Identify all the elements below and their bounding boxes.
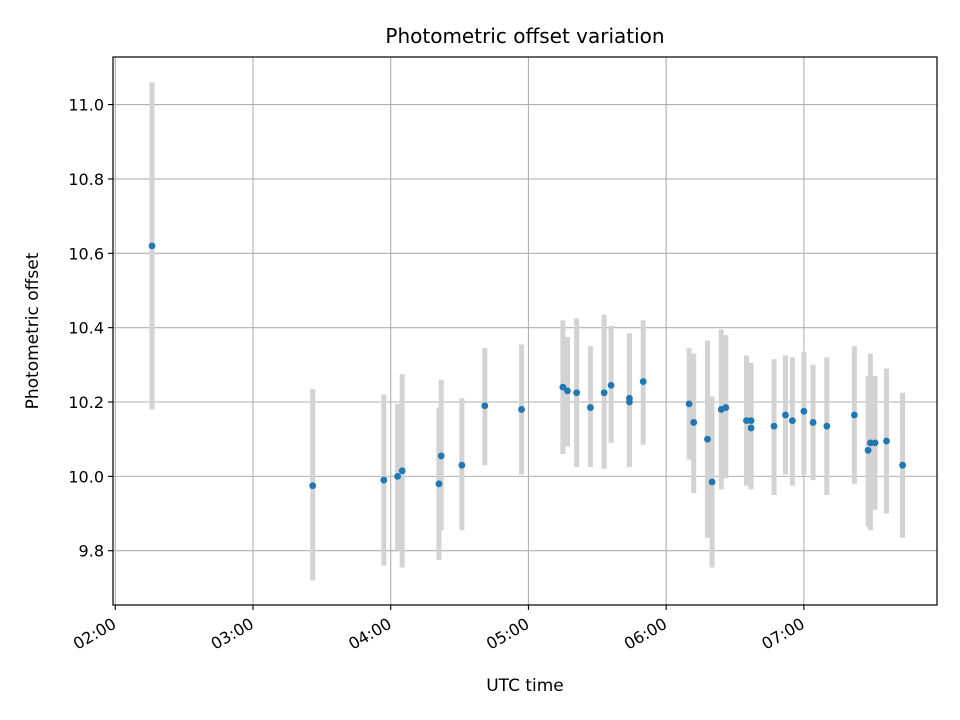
y-tick-label: 10.0	[68, 467, 104, 486]
data-point	[309, 482, 317, 490]
data-point	[690, 419, 698, 426]
data-point	[626, 398, 633, 406]
data-point	[809, 419, 817, 426]
data-point	[518, 406, 525, 413]
y-tick-label: 11.0	[68, 96, 104, 115]
data-point	[685, 400, 693, 408]
y-axis-ticks: 9.8 10.0 10.2 10.4 10.6 10.8 11.0	[68, 96, 113, 561]
data-point	[607, 381, 615, 389]
data-point	[704, 435, 711, 443]
data-point	[823, 422, 831, 430]
data-point	[398, 467, 406, 475]
data-point	[800, 407, 808, 415]
data-point	[850, 411, 858, 419]
data-point	[639, 378, 647, 385]
data-point	[437, 452, 445, 460]
data-point	[435, 480, 443, 488]
x-axis-label: UTC time	[486, 676, 564, 696]
data-point	[782, 411, 789, 419]
data-point	[573, 389, 581, 397]
plot-frame	[112, 56, 938, 606]
data-point	[788, 417, 796, 424]
data-points	[148, 242, 906, 490]
data-point	[708, 478, 716, 486]
data-point	[770, 422, 778, 430]
y-tick-label: 10.8	[68, 170, 104, 189]
data-point	[587, 404, 594, 411]
data-point	[600, 389, 608, 397]
y-tick-label: 10.4	[68, 319, 104, 338]
data-point	[899, 461, 906, 469]
y-axis-label: Photometric offset	[23, 252, 43, 409]
data-point	[883, 437, 890, 445]
data-point	[864, 446, 872, 454]
data-point	[722, 404, 730, 411]
data-point	[871, 439, 879, 447]
y-tick-label: 9.8	[79, 542, 104, 561]
data-point	[559, 383, 567, 391]
grid	[113, 57, 937, 605]
data-point	[380, 476, 388, 484]
y-tick-label: 10.6	[68, 244, 104, 263]
data-point	[394, 472, 402, 480]
data-point	[481, 402, 489, 410]
data-point	[458, 461, 466, 469]
data-point	[747, 417, 755, 424]
data-point	[747, 424, 755, 432]
y-tick-label: 10.2	[68, 393, 104, 412]
chart-title: Photometric offset variation	[385, 24, 664, 48]
data-point	[148, 242, 156, 250]
data-point	[564, 387, 571, 395]
